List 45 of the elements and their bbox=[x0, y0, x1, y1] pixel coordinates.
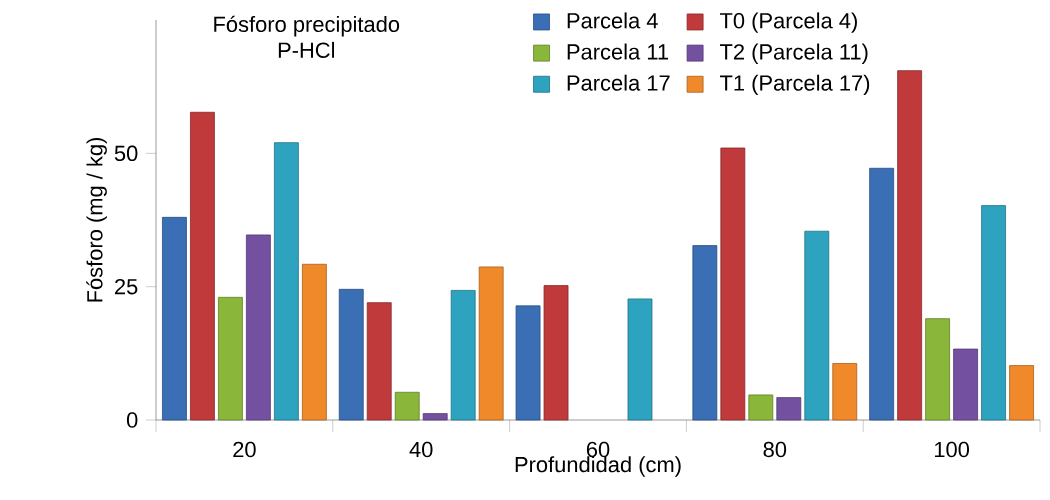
bar bbox=[543, 285, 569, 421]
bar bbox=[515, 305, 541, 421]
legend-label: Parcela 17 bbox=[567, 74, 670, 91]
bar bbox=[273, 142, 299, 421]
x-tick-label: 100 bbox=[934, 441, 970, 458]
legend-label: Parcela 11 bbox=[567, 43, 669, 60]
bar bbox=[218, 296, 243, 421]
bar bbox=[1009, 365, 1034, 421]
bar bbox=[897, 70, 923, 421]
bar bbox=[338, 288, 364, 421]
x-tick-label: 60 bbox=[586, 441, 610, 458]
bar bbox=[246, 234, 271, 421]
bar bbox=[869, 167, 895, 421]
bar bbox=[692, 245, 718, 421]
x-tick-label: 20 bbox=[233, 441, 256, 458]
bar bbox=[301, 263, 327, 421]
bar bbox=[478, 266, 504, 421]
bar bbox=[720, 147, 746, 421]
x-tick-label: 40 bbox=[409, 441, 433, 458]
bar bbox=[804, 230, 830, 421]
bar bbox=[627, 298, 653, 421]
bar bbox=[925, 318, 951, 421]
y-tick-label: 50 bbox=[114, 145, 138, 162]
bar bbox=[394, 391, 420, 421]
text: P-HCl bbox=[278, 41, 335, 58]
bar bbox=[748, 394, 774, 421]
bar bbox=[190, 111, 215, 421]
legend-label: T0 (Parcela 4) bbox=[719, 12, 857, 33]
bar bbox=[450, 290, 476, 421]
bar bbox=[162, 216, 187, 421]
legend-label: T1 (Parcela 17) bbox=[719, 74, 870, 96]
x-tick-label: 80 bbox=[763, 441, 787, 458]
bar bbox=[981, 205, 1006, 421]
chart-title: Fósforo precipitado bbox=[214, 15, 400, 37]
bar bbox=[832, 363, 858, 421]
bar bbox=[366, 302, 392, 421]
legend-label: Parcela 4 bbox=[567, 12, 658, 29]
bar bbox=[422, 413, 448, 421]
y-tick-label: 0 bbox=[126, 412, 138, 428]
y-axis-title: Fósforo (mg / kg) bbox=[86, 137, 107, 302]
bar bbox=[776, 397, 802, 421]
bar bbox=[953, 348, 978, 421]
legend-label: T2 (Parcela 11) bbox=[719, 43, 868, 64]
x-axis-title: Profundidad (cm) bbox=[515, 456, 681, 477]
y-tick-label: 25 bbox=[115, 278, 138, 295]
